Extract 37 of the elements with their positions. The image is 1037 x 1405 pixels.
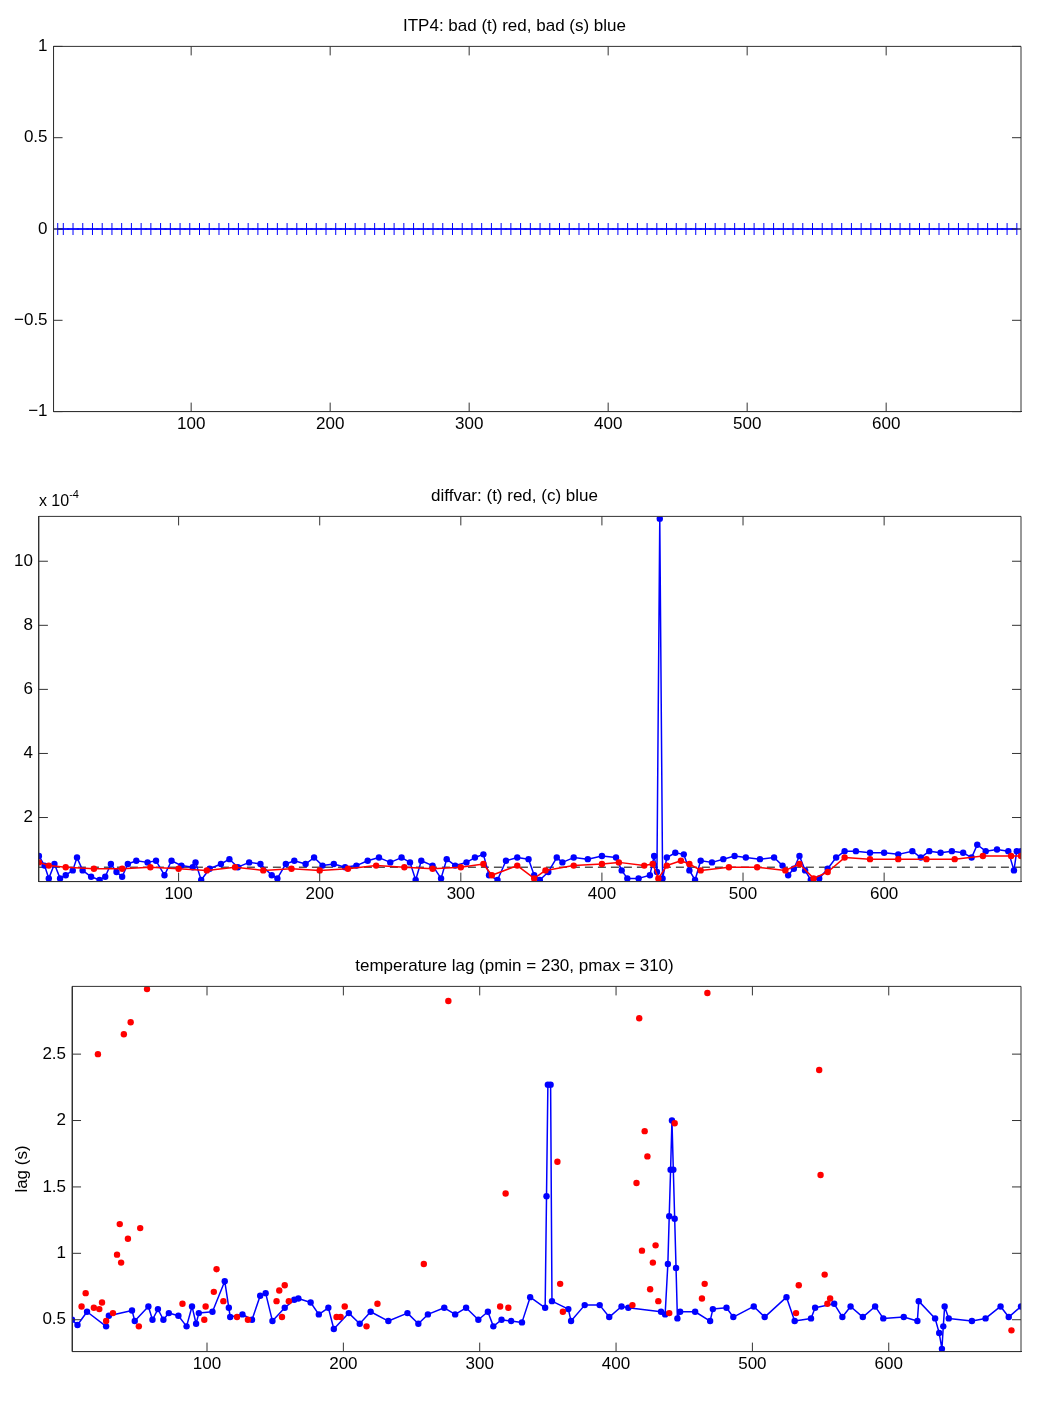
y-tick-label: 8 (23, 615, 33, 635)
x-tick-label: 300 (446, 884, 475, 904)
y-tick-label: −1 (28, 401, 48, 421)
y-tick-label: 1 (56, 1243, 67, 1263)
y-tick-label: 1 (38, 36, 48, 56)
x-tick-label: 300 (454, 414, 484, 434)
y-tick-label: 2 (23, 807, 33, 827)
y-tick-label: 10 (13, 550, 33, 570)
y-tick-label: 2.5 (42, 1043, 67, 1063)
x-tick-label: 600 (874, 1354, 903, 1374)
chart-title: temperature lag (pmin = 230, pmax = 310) (355, 955, 674, 975)
y-tick-label: 6 (23, 679, 33, 699)
y-tick-label: 2 (56, 1110, 67, 1130)
x-tick-label: 100 (164, 884, 193, 904)
y-tick-label: 1.5 (42, 1176, 67, 1196)
x-tick-label: 600 (869, 884, 899, 904)
x-tick-label: 500 (732, 414, 762, 434)
x-tick-label: 100 (192, 1354, 222, 1374)
x-tick-label: 400 (601, 1354, 631, 1374)
x-tick-label: 400 (587, 884, 617, 904)
x-tick-label: 200 (329, 1354, 358, 1374)
x-tick-label: 200 (315, 414, 345, 434)
y-axis-title: lag (s) (11, 1145, 31, 1193)
y-tick-label: −0.5 (14, 309, 48, 329)
chart-title: diffvar: (t) red, (c) blue (431, 485, 598, 505)
chart-title: ITP4: bad (t) red, bad (s) blue (403, 15, 626, 35)
x-tick-label: 200 (305, 884, 334, 904)
y-tick-label: 0.5 (42, 1309, 67, 1329)
x-tick-label: 100 (176, 414, 206, 434)
y-tick-label: 0.5 (23, 127, 48, 147)
x-tick-label: 600 (871, 414, 901, 434)
x-tick-label: 400 (593, 414, 623, 434)
y-tick-label: 0 (38, 218, 48, 238)
x-tick-label: 300 (465, 1354, 494, 1374)
x-tick-label: 500 (738, 1354, 767, 1374)
x-tick-label: 500 (728, 884, 758, 904)
y-tick-label: 4 (23, 743, 33, 763)
